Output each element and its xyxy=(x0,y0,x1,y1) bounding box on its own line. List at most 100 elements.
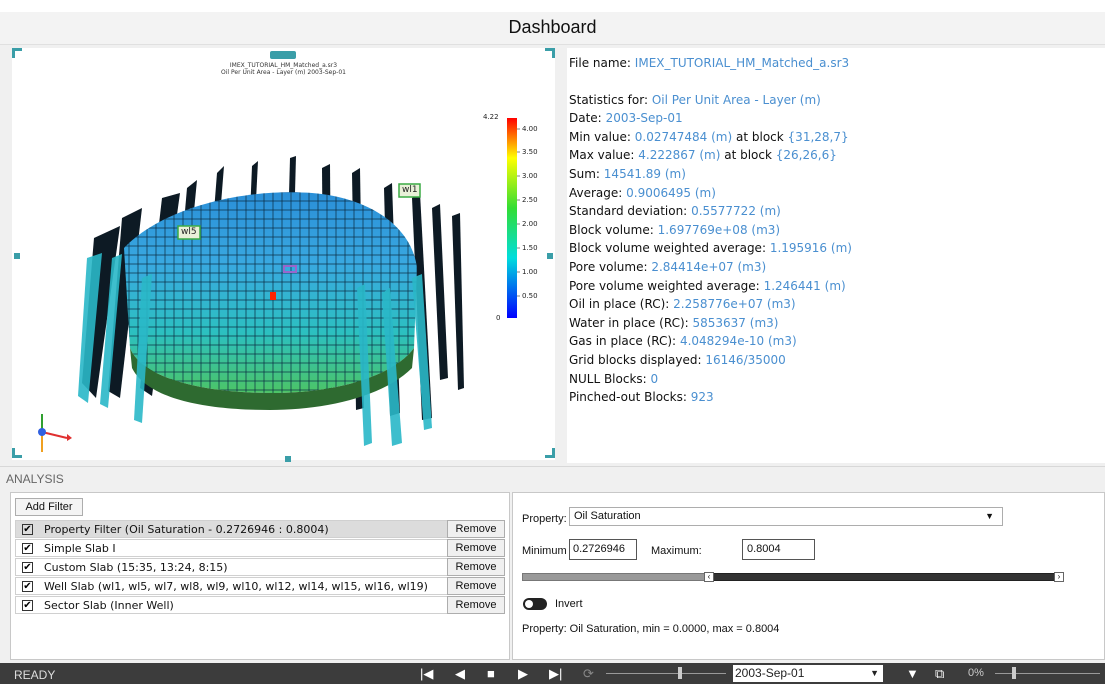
remove-filter-button[interactable]: Remove xyxy=(447,539,505,557)
pore-volume-line: Pore volume: 2.84414e+07 (m3) xyxy=(569,259,767,274)
layers-icon[interactable]: ⧉ xyxy=(935,666,945,681)
filter-row[interactable]: ✔ Sector Slab (Inner Well) Remove xyxy=(15,596,505,614)
viewport-subtitle: Oil Per Unit Area - Layer (m) 2003-Sep-0… xyxy=(221,69,346,76)
range-slider[interactable]: ‹ › xyxy=(522,572,1064,583)
frame-corner-bl xyxy=(12,448,22,458)
opacity-slider-track[interactable] xyxy=(995,673,1100,674)
well-label-wl5: wl5 xyxy=(181,227,197,237)
page-title: Dashboard xyxy=(508,17,597,37)
filter-checkbox[interactable]: ✔ xyxy=(22,562,33,573)
invert-toggle[interactable] xyxy=(523,598,547,610)
minimum-label: Minimum xyxy=(522,545,567,557)
colorbar-tick: 0.50 xyxy=(522,292,538,300)
filter-row[interactable]: ✔ Property Filter (Oil Saturation - 0.27… xyxy=(15,520,505,538)
max-value-line: Max value: 4.222867 (m) at block {26,26,… xyxy=(569,148,837,163)
filter-checkbox[interactable]: ✔ xyxy=(22,524,33,535)
axis-gizmo[interactable] xyxy=(38,414,72,452)
slider-track-lower xyxy=(522,573,707,581)
viewport-file-label: IMEX_TUTORIAL_HM_Matched_a.sr3 xyxy=(229,62,338,69)
remove-filter-button[interactable]: Remove xyxy=(447,596,505,614)
colorbar-tick: 1.00 xyxy=(522,268,538,276)
colorbar-tick: 2.00 xyxy=(522,220,538,228)
slider-max-handle[interactable]: › xyxy=(1054,572,1064,582)
status-text: READY xyxy=(14,668,56,682)
well-label-box-wl1 xyxy=(398,183,421,198)
file-name-value: IMEX_TUTORIAL_HM_Matched_a.sr3 xyxy=(634,56,850,70)
maximum-label: Maximum: xyxy=(651,545,702,557)
colorbar-min-label: 0 xyxy=(496,314,501,322)
sum-line: Sum: 14541.89 (m) xyxy=(569,166,686,181)
filter-checkbox[interactable]: ✔ xyxy=(22,581,33,592)
filter-checkbox[interactable]: ✔ xyxy=(22,600,33,611)
3d-viewport[interactable]: IMEX_TUTORIAL_HM_Matched_a.sr3 Oil Per U… xyxy=(12,48,555,462)
opacity-percent: 0% xyxy=(968,667,984,679)
property-select[interactable]: Oil Saturation ▼ xyxy=(569,507,1003,526)
play-icon[interactable]: ▶ xyxy=(518,666,528,681)
min-value-line: Min value: 0.02747484 (m) at block {31,2… xyxy=(569,129,849,144)
statistics-panel: File name: IMEX_TUTORIAL_HM_Matched_a.sr… xyxy=(567,48,1105,463)
filter-row[interactable]: ✔ Simple Slab I Remove xyxy=(15,539,505,557)
time-slider-track[interactable] xyxy=(606,673,726,674)
viewport-caption: IMEX_TUTORIAL_HM_Matched_a.sr3 Oil Per U… xyxy=(12,62,555,76)
reservoir-grid-render xyxy=(38,118,520,452)
frame-handle-right[interactable] xyxy=(547,253,553,259)
chevron-down-icon: ▼ xyxy=(985,511,994,521)
average-line: Average: 0.9006495 (m) xyxy=(569,185,716,200)
frame-corner-br xyxy=(545,448,555,458)
stop-icon[interactable]: ■ xyxy=(487,666,495,681)
remove-filter-button[interactable]: Remove xyxy=(447,577,505,595)
colorbar-tick: 4.00 xyxy=(522,125,538,133)
filter-label: Property Filter (Oil Saturation - 0.2726… xyxy=(44,523,329,536)
std-dev-line: Standard deviation: 0.5577722 (m) xyxy=(569,204,781,219)
frame-corner-tl xyxy=(12,48,22,58)
file-name-line: File name: IMEX_TUTORIAL_HM_Matched_a.sr… xyxy=(569,56,850,70)
remove-filter-button[interactable]: Remove xyxy=(447,558,505,576)
null-blocks-line: NULL Blocks: 0 xyxy=(569,371,659,386)
block-volume-line: Block volume: 1.697769e+08 (m3) xyxy=(569,222,781,237)
frame-handle-left[interactable] xyxy=(14,253,20,259)
remove-filter-button[interactable]: Remove xyxy=(447,520,505,538)
well-label-box-wl5 xyxy=(177,225,201,240)
opacity-slider-handle[interactable] xyxy=(1012,667,1016,679)
date-select[interactable]: 2003-Sep-01 ▼ xyxy=(733,665,883,682)
loop-icon[interactable]: ⟳ xyxy=(583,666,594,681)
date-line: Date: 2003-Sep-01 xyxy=(569,111,683,126)
grid-blocks-line: Grid blocks displayed: 16146/35000 xyxy=(569,352,786,367)
filter-row[interactable]: ✔ Well Slab (wl1, wl5, wl7, wl8, wl9, wl… xyxy=(15,577,505,595)
block-volume-wavg-line: Block volume weighted average: 1.195916 … xyxy=(569,241,852,256)
filter-label: Simple Slab I xyxy=(44,542,116,555)
first-frame-icon[interactable]: |◀ xyxy=(420,666,434,681)
invert-label: Invert xyxy=(555,598,583,610)
slider-min-handle[interactable]: ‹ xyxy=(704,572,714,582)
last-frame-icon[interactable]: ▶| xyxy=(549,666,563,681)
collapse-handle[interactable] xyxy=(270,51,296,59)
pore-volume-wavg-line: Pore volume weighted average: 1.246441 (… xyxy=(569,278,846,293)
previous-frame-icon[interactable]: ◀ xyxy=(455,666,465,681)
slider-track-selected xyxy=(707,573,1062,581)
time-slider-handle[interactable] xyxy=(678,667,682,679)
chevron-down-icon: ▼ xyxy=(870,668,879,678)
property-summary: Property: Oil Saturation, min = 0.0000, … xyxy=(522,623,780,635)
filter-row[interactable]: ✔ Custom Slab (15:35, 13:24, 8:15) Remov… xyxy=(15,558,505,576)
top-strip xyxy=(0,0,1105,12)
well-label-wl1: wl1 xyxy=(402,185,418,195)
dashboard-titlebar: Dashboard xyxy=(0,12,1105,45)
colorbar xyxy=(507,118,517,318)
filter-icon[interactable]: ▼ xyxy=(906,666,919,681)
gas-in-place-line: Gas in place (RC): 4.048294e-10 (m3) xyxy=(569,334,797,349)
colorbar-max-label: 4.22 xyxy=(483,113,499,121)
add-filter-button[interactable]: Add Filter xyxy=(15,498,83,516)
water-in-place-line: Water in place (RC): 5853637 (m3) xyxy=(569,315,779,330)
minimum-input[interactable]: 0.2726946 xyxy=(569,539,637,560)
filter-list-panel: Add Filter ✔ Property Filter (Oil Satura… xyxy=(10,492,510,660)
property-filter-panel: Property: Oil Saturation ▼ Minimum 0.272… xyxy=(512,492,1105,660)
frame-handle-bottom[interactable] xyxy=(285,456,291,462)
maximum-input[interactable]: 0.8004 xyxy=(742,539,815,560)
statistics-for-line: Statistics for: Oil Per Unit Area - Laye… xyxy=(569,92,821,107)
analysis-header: ANALYSIS xyxy=(0,466,1105,490)
oil-in-place-line: Oil in place (RC): 2.258776e+07 (m3) xyxy=(569,297,796,312)
filter-checkbox[interactable]: ✔ xyxy=(22,543,33,554)
status-bar: READY |◀ ◀ ■ ▶ ▶| ⟳ 2003-Sep-01 ▼ ▼ ⧉ 0% xyxy=(0,663,1105,684)
pinched-blocks-line: Pinched-out Blocks: 923 xyxy=(569,390,714,405)
colorbar-tick: 1.50 xyxy=(522,244,538,252)
